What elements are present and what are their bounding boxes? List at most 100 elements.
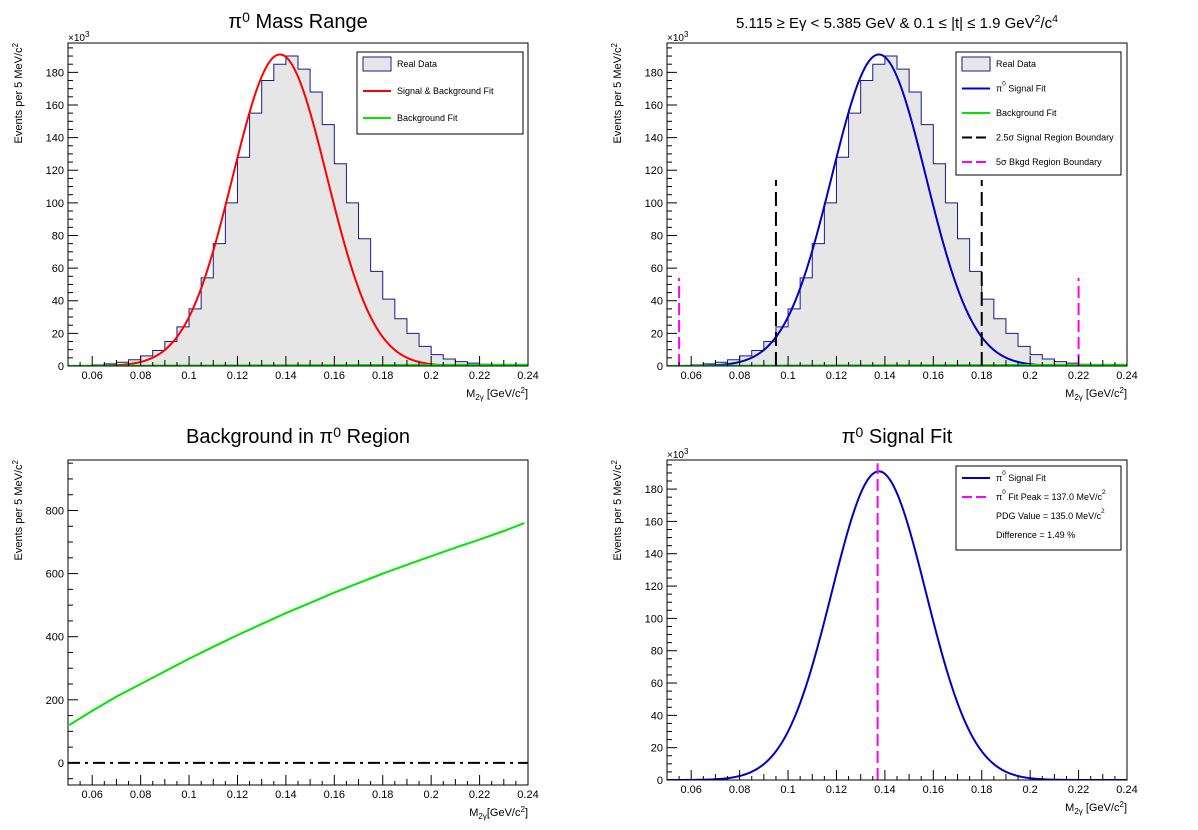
legend-label: Background Fit (397, 113, 458, 123)
y-tick-label: 120 (645, 581, 663, 593)
x-tick-label: 0.1 (780, 784, 795, 796)
x-tick-label: 0.22 (469, 370, 490, 382)
text-run: Mass Range (255, 11, 367, 33)
chart-panel-2: 0.06 0.08 0.1 0.12 0.14 0.16 0.18 0.2 0.22 0.24 0 2… (610, 13, 1138, 402)
x-tick-label: 0.06 (81, 370, 102, 382)
y-axis-label: Events per 5 MeV/c2 (610, 42, 624, 143)
x-tick-label: 0.24 (1116, 370, 1137, 382)
text-run: 0 (1002, 81, 1006, 88)
legend-label: π0 Fit Peak = 137.0 MeV/c2 (996, 489, 1106, 502)
legend-swatch-hist (961, 56, 991, 72)
multiplier-base: ×10 (667, 450, 684, 461)
y-tick-label: 0 (58, 361, 64, 373)
x-axis-label: M2γ[GeV/c2] (469, 805, 528, 821)
x-tick-label: 0.06 (81, 789, 102, 801)
x-tick-label: 0.2 (1023, 370, 1038, 382)
legend-swatch-hist (362, 56, 392, 72)
label-sub: 2γ (478, 812, 486, 821)
y-tick-label: 140 (645, 549, 663, 561)
chart-title: π0 Mass Range (228, 9, 367, 33)
text-run: 2 (1102, 489, 1106, 496)
y-tick-label: 80 (651, 646, 663, 658)
legend-label: Signal & Background Fit (397, 86, 494, 96)
label-run: M (1065, 802, 1074, 814)
text-run: Signal Fit (869, 426, 953, 448)
label-run: [GeV/c (1083, 388, 1120, 400)
text-run: 2.5σ Signal Region Boundary (996, 133, 1114, 143)
y-tick-label: 160 (46, 100, 64, 112)
text-run: 0 (1002, 470, 1006, 477)
legend-label: Background Fit (996, 108, 1057, 118)
label-sub: 2γ (475, 393, 483, 402)
text-run: c (1045, 15, 1053, 32)
text-run: 5σ Bkgd Region Boundary (996, 157, 1102, 167)
text-run: 5.115 ≥ Eγ < 5.385 GeV & 0.1 ≤ |t| ≤ 1.9… (736, 15, 1035, 32)
legend-label: π0 Signal Fit (996, 81, 1046, 94)
label-run: ] (1124, 802, 1127, 814)
x-tick-label: 0.18 (372, 789, 393, 801)
x-tick-label: 0.22 (469, 789, 490, 801)
text-run: Real Data (996, 59, 1036, 69)
y-tick-label: 40 (651, 296, 663, 308)
label-run: Events per 5 MeV/c (612, 47, 624, 143)
x-tick-label: 0.08 (130, 789, 151, 801)
text-run: 2 (1035, 13, 1041, 25)
label-run: M (466, 388, 475, 400)
legend-label: Real Data (397, 59, 437, 69)
y-tick-label: 0 (657, 361, 663, 373)
label-sub: 2γ (1074, 393, 1082, 402)
label-sub: 2γ (1074, 807, 1082, 816)
text-run: π (228, 11, 242, 33)
y-tick-label: 160 (645, 100, 663, 112)
x-tick-label: 0.08 (130, 370, 151, 382)
multiplier-base: ×10 (667, 33, 684, 44)
x-axis-label: M2γ [GeV/c2] (466, 386, 528, 402)
y-tick-label: 80 (651, 230, 663, 242)
y-tick-label: 120 (46, 165, 64, 177)
label-run: ] (525, 807, 528, 819)
y-tick-label: 100 (46, 198, 64, 210)
series-line (68, 522, 525, 726)
legend-label: 5σ Bkgd Region Boundary (996, 157, 1102, 167)
x-tick-label: 0.06 (680, 370, 701, 382)
text-run: Difference = 1.49 % (996, 530, 1075, 540)
y-tick-label: 60 (651, 678, 663, 690)
x-tick-label: 0.08 (729, 784, 750, 796)
x-tick-label: 0.14 (275, 789, 296, 801)
text-run: π (996, 492, 1002, 502)
text-run: 0 (1002, 489, 1006, 496)
x-tick-label: 0.22 (1068, 370, 1089, 382)
legend-label: PDG Value = 135.0 MeV/c2 (996, 508, 1105, 521)
y-tick-label: 20 (52, 328, 64, 340)
x-tick-label: 0.12 (227, 370, 248, 382)
x-tick-label: 0.24 (517, 789, 538, 801)
text-run: π (996, 84, 1002, 94)
chart-title: π0 Signal Fit (842, 424, 953, 448)
y-tick-label: 60 (651, 263, 663, 275)
y-tick-label: 0 (58, 758, 64, 770)
legend: Real Data π0 Signal Fit Background Fit 2.5σ… (955, 51, 1122, 176)
y-tick-label: 180 (645, 67, 663, 79)
x-tick-label: 0.2 (424, 789, 439, 801)
legend-label: Real Data (996, 59, 1036, 69)
text-run: 0 (333, 424, 341, 440)
chart-panel-1: 0.06 0.08 0.1 0.12 0.14 0.16 0.18 0.2 0.22 0.24 0 2… (11, 9, 539, 402)
x-tick-label: 0.08 (729, 370, 750, 382)
chart-panel-4: 0.06 0.08 0.1 0.12 0.14 0.16 0.18 0.2 0.22 0.24 0 2… (610, 424, 1138, 816)
multiplier-exp: 3 (85, 30, 90, 39)
label-run: Events per 5 MeV/c (612, 464, 624, 560)
x-tick-label: 0.12 (826, 370, 847, 382)
x-tick-label: 0.06 (680, 784, 701, 796)
y-tick-label: 100 (645, 198, 663, 210)
x-tick-label: 0.24 (1116, 784, 1137, 796)
x-tick-label: 0.2 (1023, 784, 1038, 796)
y-tick-label: 40 (52, 296, 64, 308)
y-tick-label: 20 (651, 328, 663, 340)
y-tick-label: 40 (651, 710, 663, 722)
label-sup: 2 (610, 42, 619, 47)
multiplier-exp: 3 (684, 447, 689, 456)
legend-label: 2.5σ Signal Region Boundary (996, 133, 1114, 143)
y-tick-label: 140 (645, 133, 663, 145)
